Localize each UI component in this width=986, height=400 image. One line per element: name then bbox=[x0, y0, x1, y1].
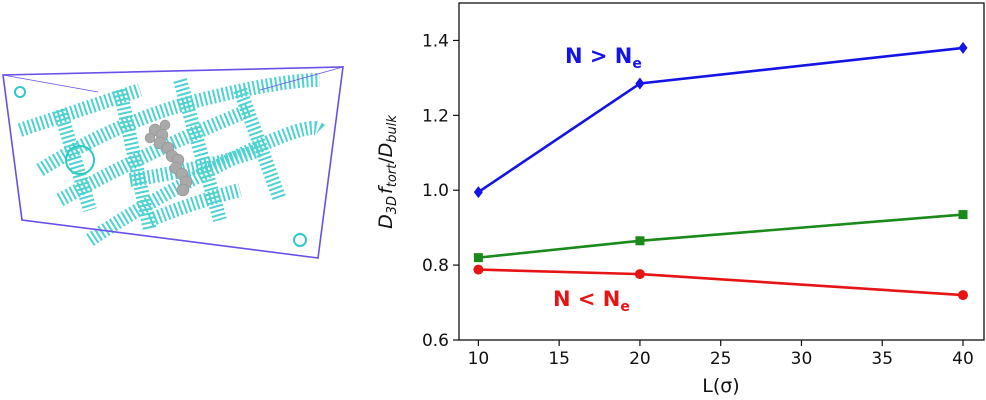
simulation-box bbox=[2, 66, 344, 259]
x-tick-label: 20 bbox=[629, 349, 651, 369]
annotation-n-greater-main: N > N bbox=[565, 44, 632, 68]
data-point-diamond bbox=[958, 41, 968, 54]
data-point-circle bbox=[473, 264, 484, 275]
data-point-diamond bbox=[635, 77, 645, 90]
data-point-square bbox=[958, 210, 968, 220]
x-tick-label: 40 bbox=[952, 349, 974, 369]
polymer-chain bbox=[144, 119, 193, 197]
axis-ticks: 10 15 20 25 30 35 40 0.6 0.8 1.0 1.2 1.4 bbox=[422, 31, 974, 369]
y-label-d: D bbox=[375, 214, 397, 229]
plot-frame bbox=[458, 2, 985, 341]
x-tick-label: 10 bbox=[468, 349, 490, 369]
y-tick-label: 1.2 bbox=[422, 106, 449, 126]
x-tick-label: 25 bbox=[710, 349, 732, 369]
series-line-diamond bbox=[477, 46, 964, 194]
annotation-n-less-sub: e bbox=[620, 299, 630, 315]
series-lines bbox=[477, 46, 964, 297]
data-point-diamond bbox=[473, 186, 483, 199]
annotation-n-greater: N > Ne bbox=[565, 44, 642, 72]
y-label-d2: D bbox=[375, 143, 397, 158]
data-point-square bbox=[635, 236, 645, 246]
data-point-circle bbox=[634, 269, 645, 280]
y-tick-label: 1.0 bbox=[422, 181, 449, 201]
y-tick-label: 0.6 bbox=[422, 331, 449, 351]
y-label-d2-sub: bulk bbox=[385, 115, 400, 143]
y-label-slash: / bbox=[375, 157, 397, 164]
annotation-n-greater-sub: e bbox=[632, 56, 642, 72]
data-point-square bbox=[473, 253, 483, 263]
y-label-f-sub: tort bbox=[385, 163, 400, 187]
x-tick-label: 15 bbox=[548, 349, 570, 369]
series-line-circle bbox=[478, 268, 964, 297]
series-line-square bbox=[478, 213, 964, 259]
series-markers bbox=[473, 41, 968, 301]
x-tick-label: 30 bbox=[791, 349, 813, 369]
x-axis-label: L(σ) bbox=[702, 375, 739, 397]
annotation-n-less-main: N < N bbox=[553, 287, 620, 311]
annotation-n-less: N < Ne bbox=[553, 287, 630, 315]
network-illustration bbox=[2, 66, 344, 259]
y-tick-label: 0.8 bbox=[422, 256, 449, 276]
y-label-f: f bbox=[375, 184, 397, 194]
y-tick-label: 1.4 bbox=[422, 31, 449, 51]
x-tick-label: 35 bbox=[871, 349, 893, 369]
data-point-circle bbox=[958, 290, 968, 301]
y-label-d-sub: 3D bbox=[385, 196, 400, 214]
y-axis-label: D3Dftort/Dbulk bbox=[375, 115, 400, 229]
